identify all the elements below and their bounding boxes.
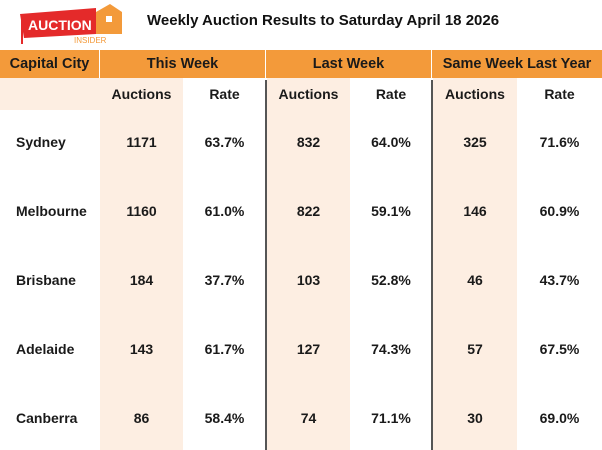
auctions-cell: 1171 [126, 134, 157, 150]
svg-text:INSIDER: INSIDER [74, 36, 107, 44]
auctions-cell: 832 [296, 134, 321, 150]
rate-cell: 52.8% [371, 272, 411, 288]
page-title: Weekly Auction Results to Saturday April… [147, 12, 500, 29]
last-week-auctions-column [267, 78, 350, 450]
auctions-cell: 46 [467, 272, 483, 288]
rate-cell: 71.6% [539, 134, 580, 150]
auctions-cell: 103 [296, 272, 321, 288]
rate-cell: 63.7% [204, 134, 245, 150]
column-header-rate: Rate [375, 86, 407, 102]
rate-cell: 69.0% [539, 410, 580, 426]
column-header-rate: Rate [209, 86, 240, 102]
column-header-auctions: Auctions [111, 86, 172, 102]
auctions-cell: 146 [463, 203, 487, 219]
auctions-cell: 325 [463, 134, 487, 150]
auctions-cell: 143 [129, 341, 154, 357]
rate-cell: 43.7% [539, 272, 580, 288]
last-year-auctions-column [433, 78, 517, 450]
auctions-cell: 1160 [126, 203, 157, 219]
city-name: Melbourne [16, 203, 87, 219]
city-name: Brisbane [16, 272, 76, 288]
rate-cell: 58.4% [204, 410, 245, 426]
auctions-cell: 86 [133, 410, 150, 426]
header-capital-city: Capital City [0, 50, 99, 78]
auctions-cell: 57 [467, 341, 483, 357]
auctions-cell: 184 [129, 272, 154, 288]
rate-cell: 60.9% [539, 203, 580, 219]
auctions-cell: 822 [296, 203, 321, 219]
divider [265, 80, 267, 450]
auctions-cell: 30 [467, 410, 483, 426]
rate-cell: 67.5% [539, 341, 580, 357]
column-header-auctions: Auctions [278, 86, 339, 102]
header-same-week-last-year: Same Week Last Year [432, 50, 602, 78]
rate-cell: 61.0% [204, 203, 245, 219]
auctions-cell: 127 [296, 341, 321, 357]
rate-cell: 74.3% [371, 341, 411, 357]
auctions-cell: 74 [300, 410, 317, 426]
city-name: Canberra [16, 410, 78, 426]
auction-insider-logo: AUCTION INSIDER [20, 4, 122, 44]
divider [431, 80, 433, 450]
column-header-auctions: Auctions [445, 86, 505, 102]
rate-cell: 37.7% [204, 272, 245, 288]
header-this-week: This Week [100, 50, 265, 78]
rate-cell: 61.7% [204, 341, 245, 357]
city-name: Adelaide [16, 341, 75, 357]
rate-cell: 64.0% [371, 134, 411, 150]
svg-text:AUCTION: AUCTION [28, 17, 92, 33]
rate-cell: 59.1% [371, 203, 411, 219]
header-last-week: Last Week [266, 50, 431, 78]
city-name: Sydney [16, 134, 66, 150]
rate-cell: 71.1% [371, 410, 411, 426]
column-header-rate: Rate [544, 86, 575, 102]
this-week-auctions-column [100, 78, 183, 450]
city-subheader-bg [0, 78, 100, 110]
